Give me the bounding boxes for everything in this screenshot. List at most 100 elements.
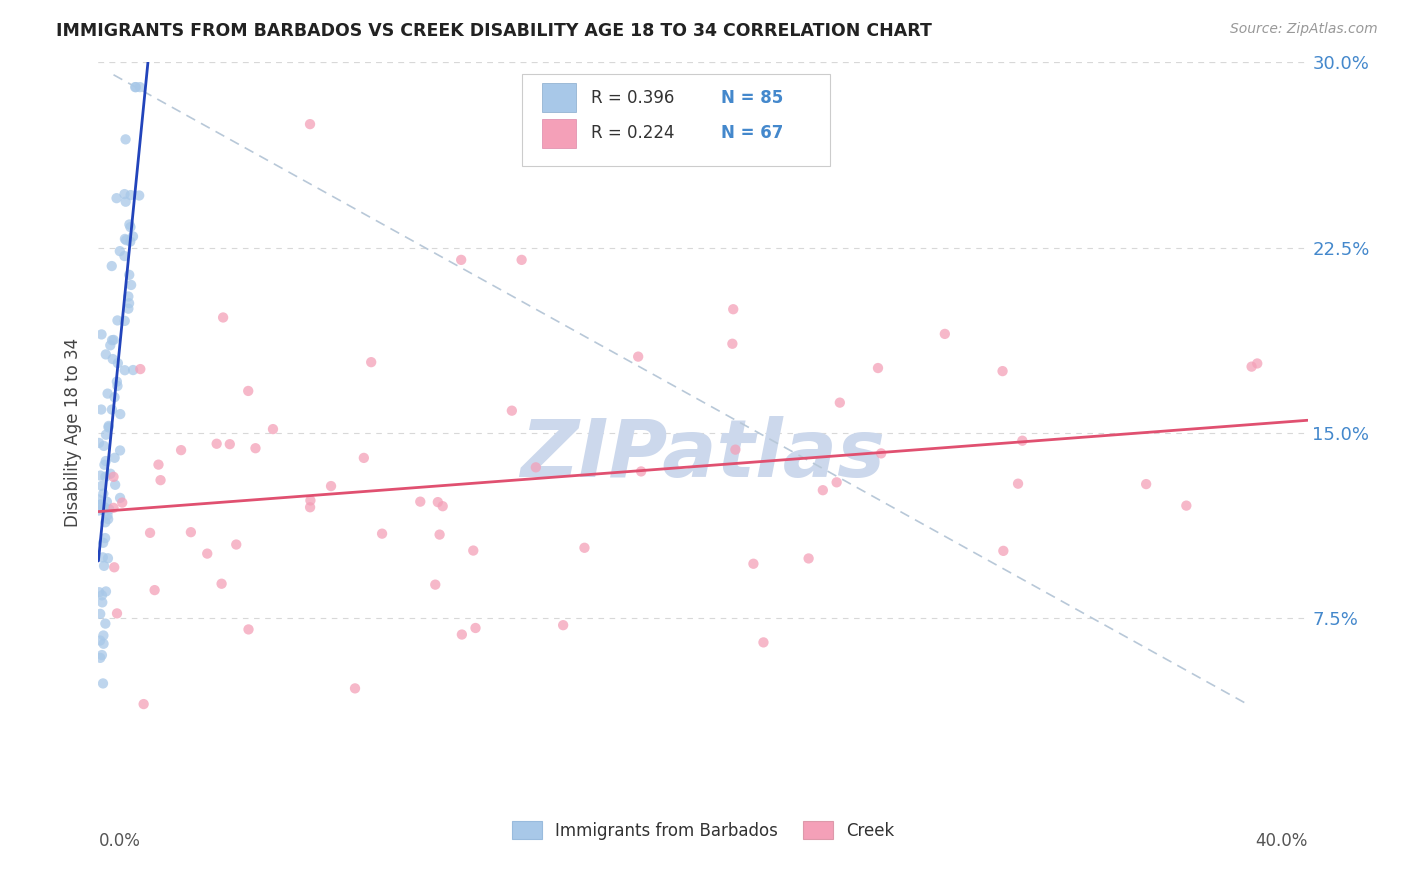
Point <box>425 577 447 591</box>
Point <box>105 375 128 389</box>
Point <box>89 633 111 648</box>
Point <box>122 229 145 244</box>
Text: R = 0.224: R = 0.224 <box>591 124 673 142</box>
Point <box>96 494 118 508</box>
Point <box>118 218 141 232</box>
Point <box>110 407 132 421</box>
Point <box>103 333 125 347</box>
Point <box>1007 476 1029 491</box>
Point <box>101 402 124 417</box>
Point <box>118 296 141 310</box>
Point <box>93 458 115 472</box>
Point <box>238 384 260 398</box>
Point <box>353 450 375 465</box>
Point <box>371 526 394 541</box>
Point <box>1246 356 1268 370</box>
Point <box>94 531 117 545</box>
Point <box>120 220 142 235</box>
Point <box>90 479 112 493</box>
Point <box>120 235 142 249</box>
Point <box>991 364 1014 378</box>
Point <box>225 537 247 551</box>
Point <box>87 503 110 517</box>
Point <box>90 498 112 512</box>
Point <box>752 635 775 649</box>
Point <box>107 313 129 327</box>
Point <box>238 623 260 637</box>
Point <box>170 443 193 458</box>
Point <box>93 637 115 651</box>
Point <box>120 188 142 202</box>
Point <box>117 289 139 303</box>
Point <box>90 648 112 662</box>
Point <box>90 498 112 512</box>
Point <box>149 473 172 487</box>
Point <box>866 361 889 376</box>
Point <box>91 486 114 500</box>
Point <box>118 268 141 282</box>
Point <box>825 475 848 490</box>
Point <box>105 607 128 621</box>
FancyBboxPatch shape <box>543 83 576 112</box>
Point <box>1135 477 1157 491</box>
Point <box>1175 499 1198 513</box>
Point <box>125 80 148 95</box>
Point <box>93 628 115 642</box>
Point <box>104 477 127 491</box>
Point <box>124 80 146 95</box>
Point <box>87 492 110 507</box>
Point <box>97 512 120 526</box>
Point <box>91 503 114 517</box>
Point <box>299 117 322 131</box>
Point <box>828 395 851 409</box>
Point <box>91 595 114 609</box>
Point <box>432 500 454 514</box>
Point <box>91 535 114 549</box>
Text: 0.0%: 0.0% <box>98 832 141 850</box>
Point <box>89 651 111 665</box>
Point <box>450 252 472 267</box>
Point <box>104 450 127 465</box>
Point <box>93 558 115 573</box>
Point <box>723 302 745 317</box>
Point <box>111 495 134 509</box>
Point <box>103 560 125 574</box>
Point <box>1240 359 1263 374</box>
Text: IMMIGRANTS FROM BARBADOS VS CREEK DISABILITY AGE 18 TO 34 CORRELATION CHART: IMMIGRANTS FROM BARBADOS VS CREEK DISABI… <box>56 22 932 40</box>
Point <box>205 436 228 450</box>
Point <box>211 576 233 591</box>
Point <box>450 627 472 641</box>
Point <box>934 326 956 341</box>
Point <box>107 379 129 393</box>
Point <box>409 494 432 508</box>
Point <box>98 338 121 352</box>
Point <box>100 259 122 273</box>
Point <box>97 418 120 433</box>
Point <box>630 465 652 479</box>
Point <box>89 468 111 483</box>
Point <box>464 621 486 635</box>
Point <box>98 502 121 516</box>
Point <box>742 557 765 571</box>
Point <box>108 443 131 458</box>
Point <box>195 547 218 561</box>
Point <box>299 500 322 515</box>
Point <box>721 336 744 351</box>
Point <box>811 483 834 498</box>
Point <box>97 420 120 434</box>
Point <box>114 232 136 246</box>
Point <box>105 191 128 205</box>
Point <box>262 422 284 436</box>
Point <box>553 618 575 632</box>
Point <box>180 525 202 540</box>
Point <box>114 132 136 146</box>
Point <box>94 454 117 468</box>
Point <box>128 188 150 202</box>
Point <box>143 583 166 598</box>
Point <box>91 676 114 690</box>
Point <box>870 446 893 460</box>
Point <box>120 277 142 292</box>
Point <box>218 437 240 451</box>
Point <box>108 491 131 505</box>
Point <box>299 493 322 508</box>
